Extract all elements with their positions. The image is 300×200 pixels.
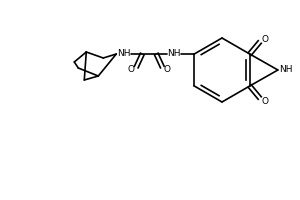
Text: O: O bbox=[128, 64, 135, 73]
Text: NH: NH bbox=[167, 49, 181, 58]
Text: O: O bbox=[261, 97, 268, 106]
Text: O: O bbox=[261, 34, 268, 44]
Text: NH: NH bbox=[118, 49, 131, 58]
Text: NH: NH bbox=[279, 66, 292, 74]
Text: O: O bbox=[164, 64, 171, 73]
